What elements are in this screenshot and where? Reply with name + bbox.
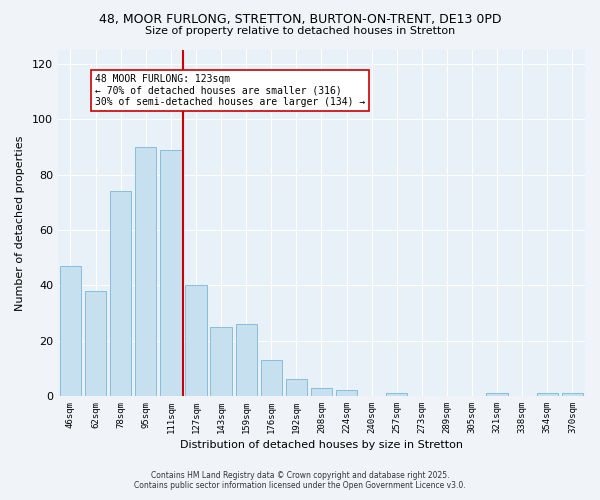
Bar — [386, 393, 407, 396]
Bar — [185, 285, 206, 396]
Bar — [562, 393, 583, 396]
Bar — [60, 266, 81, 396]
Bar — [536, 393, 558, 396]
Bar — [487, 393, 508, 396]
Bar — [110, 191, 131, 396]
Y-axis label: Number of detached properties: Number of detached properties — [15, 136, 25, 310]
Text: Size of property relative to detached houses in Stretton: Size of property relative to detached ho… — [145, 26, 455, 36]
Bar — [135, 147, 157, 396]
X-axis label: Distribution of detached houses by size in Stretton: Distribution of detached houses by size … — [180, 440, 463, 450]
Text: Contains HM Land Registry data © Crown copyright and database right 2025.
Contai: Contains HM Land Registry data © Crown c… — [134, 470, 466, 490]
Bar — [236, 324, 257, 396]
Bar — [85, 291, 106, 396]
Text: 48, MOOR FURLONG, STRETTON, BURTON-ON-TRENT, DE13 0PD: 48, MOOR FURLONG, STRETTON, BURTON-ON-TR… — [99, 12, 501, 26]
Bar — [160, 150, 182, 396]
Bar — [286, 380, 307, 396]
Bar — [211, 327, 232, 396]
Bar — [336, 390, 357, 396]
Bar — [311, 388, 332, 396]
Bar — [260, 360, 282, 396]
Text: 48 MOOR FURLONG: 123sqm
← 70% of detached houses are smaller (316)
30% of semi-d: 48 MOOR FURLONG: 123sqm ← 70% of detache… — [95, 74, 365, 108]
